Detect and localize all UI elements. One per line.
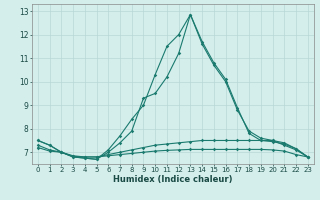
X-axis label: Humidex (Indice chaleur): Humidex (Indice chaleur) <box>113 175 233 184</box>
